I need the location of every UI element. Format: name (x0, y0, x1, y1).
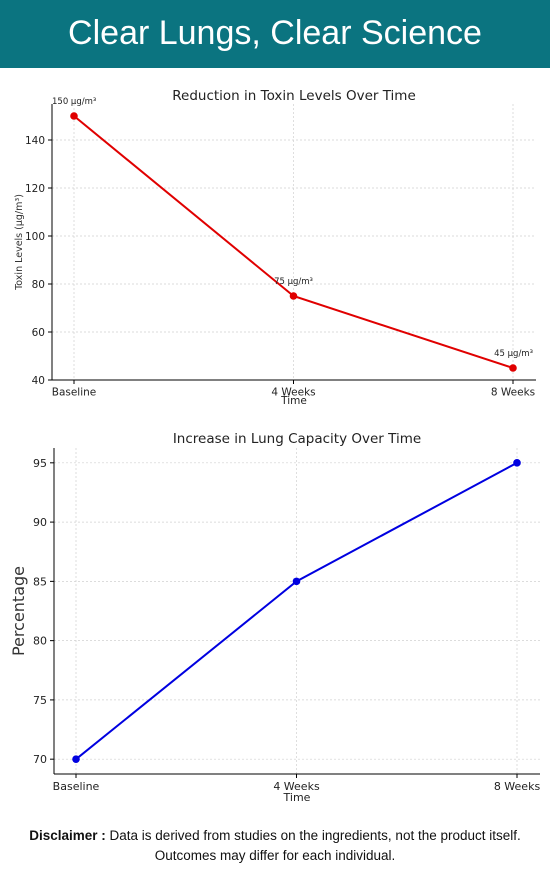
y-tick-label: 80 (32, 279, 45, 291)
data-point (509, 364, 517, 372)
y-tick-label: 75 (33, 694, 47, 707)
header-banner: Clear Lungs, Clear Science (0, 0, 550, 68)
y-tick-label: 95 (33, 457, 47, 470)
y-tick-label: 40 (32, 375, 45, 387)
page-title: Clear Lungs, Clear Science (68, 14, 482, 52)
x-tick-label: Baseline (52, 387, 97, 399)
data-label: 45 µg/m³ (494, 349, 533, 359)
y-axis-label: Toxin Levels (µg/m³) (14, 194, 25, 291)
lung-capacity-chart: Increase in Lung Capacity Over Time 70 75 8… (9, 431, 541, 804)
y-tick-label: 90 (33, 516, 47, 529)
y-tick-label: 100 (25, 231, 45, 243)
data-label: 150 µg/m³ (52, 97, 96, 107)
data-point (289, 292, 298, 300)
y-tick-label: 80 (33, 635, 47, 648)
x-tick-label: 8 Weeks (494, 780, 541, 793)
y-tick-label: 120 (25, 183, 45, 195)
x-tick-label: Baseline (53, 780, 100, 793)
x-tick-label: 4 Weeks (273, 780, 320, 793)
y-tick-label: 85 (33, 575, 47, 588)
data-point (292, 577, 301, 586)
chart-title: Reduction in Toxin Levels Over Time (172, 88, 416, 104)
x-axis-label: Time (283, 791, 311, 804)
disclaimer-text-line1: Data is derived from studies on the ingr… (109, 828, 521, 843)
chart-title: Increase in Lung Capacity Over Time (173, 431, 421, 447)
disclaimer: Disclaimer : Data is derived from studie… (0, 826, 550, 866)
y-tick-label: 140 (25, 135, 45, 147)
data-label: 75 µg/m³ (274, 277, 313, 287)
toxin-chart: Reduction in Toxin Levels Over Time 40 60 8… (14, 88, 536, 407)
y-tick-label: 70 (33, 753, 47, 766)
y-tick-label: 60 (32, 327, 45, 339)
x-tick-label: 4 Weeks (271, 387, 315, 399)
disclaimer-label: Disclaimer : (29, 828, 106, 843)
series-line (75, 461, 518, 760)
x-tick-label: 8 Weeks (491, 387, 535, 399)
data-point (72, 755, 80, 763)
x-axis-label: Time (280, 395, 307, 407)
disclaimer-text-line2: Outcomes may differ for each individual. (154, 848, 396, 863)
data-point (513, 459, 521, 467)
y-axis-label: Percentage (9, 566, 28, 656)
data-point (70, 112, 78, 120)
